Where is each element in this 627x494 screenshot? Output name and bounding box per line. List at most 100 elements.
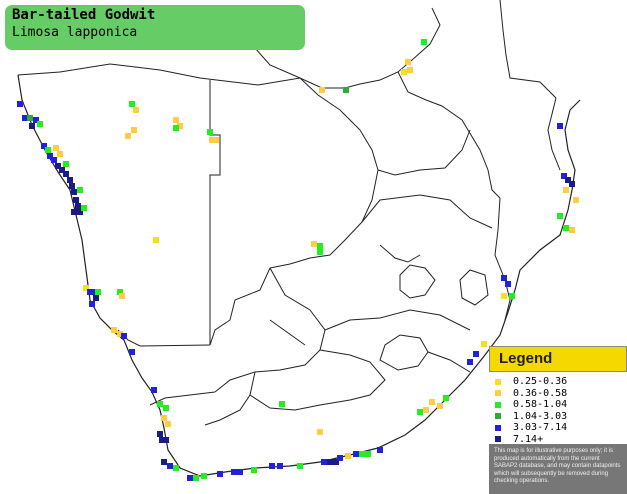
record-square bbox=[407, 67, 413, 73]
record-square bbox=[333, 459, 339, 465]
record-square bbox=[231, 469, 237, 475]
common-name: Bar-tailed Godwit bbox=[12, 7, 156, 23]
legend-swatch bbox=[495, 401, 501, 408]
legend-swatch bbox=[495, 390, 501, 397]
record-square bbox=[121, 333, 127, 339]
record-square bbox=[201, 473, 207, 479]
record-square bbox=[173, 125, 179, 131]
record-square bbox=[45, 147, 51, 153]
record-square bbox=[81, 205, 87, 211]
record-square bbox=[327, 459, 333, 465]
record-square bbox=[421, 39, 427, 45]
record-square bbox=[77, 187, 83, 193]
legend-item: 3.03-7.14 bbox=[495, 422, 627, 434]
record-square bbox=[317, 243, 323, 249]
legend-item: 0.25-0.36 bbox=[495, 376, 627, 388]
record-square bbox=[217, 471, 223, 477]
record-square bbox=[213, 137, 219, 143]
record-square bbox=[51, 157, 57, 163]
record-square bbox=[207, 129, 213, 135]
record-square bbox=[165, 421, 171, 427]
record-square bbox=[95, 289, 101, 295]
record-square bbox=[481, 341, 487, 347]
record-square bbox=[209, 137, 215, 143]
record-square bbox=[345, 453, 351, 459]
record-square bbox=[41, 143, 47, 149]
record-square bbox=[251, 467, 257, 473]
record-square bbox=[193, 475, 199, 481]
legend-swatch bbox=[495, 378, 501, 385]
record-square bbox=[67, 177, 73, 183]
record-square bbox=[557, 213, 563, 219]
record-square bbox=[89, 301, 95, 307]
record-square bbox=[317, 429, 323, 435]
legend-disclaimer: This map is for illustrative purposes on… bbox=[489, 444, 627, 494]
record-square bbox=[87, 289, 93, 295]
legend-swatch bbox=[495, 436, 501, 443]
record-square bbox=[423, 407, 429, 413]
record-square bbox=[509, 293, 515, 299]
record-square bbox=[37, 121, 43, 127]
record-square bbox=[129, 349, 135, 355]
record-square bbox=[401, 69, 407, 75]
record-square bbox=[133, 107, 139, 113]
record-square bbox=[563, 187, 569, 193]
record-square bbox=[73, 197, 79, 203]
record-square bbox=[505, 281, 511, 287]
record-square bbox=[111, 327, 117, 333]
record-square bbox=[117, 289, 123, 295]
record-square bbox=[29, 123, 35, 129]
record-square bbox=[359, 451, 365, 457]
record-square bbox=[117, 331, 123, 337]
legend-swatch bbox=[495, 424, 501, 431]
record-square bbox=[473, 351, 479, 357]
legend-item: 7.14+ bbox=[495, 434, 627, 446]
record-square bbox=[365, 451, 371, 457]
record-square bbox=[279, 401, 285, 407]
species-title-box: Bar-tailed Godwit Limosa lapponica bbox=[5, 5, 305, 50]
record-square bbox=[69, 183, 75, 189]
record-square bbox=[269, 463, 275, 469]
record-square bbox=[163, 437, 169, 443]
record-square bbox=[297, 463, 303, 469]
legend-list: 0.25-0.36 0.36-0.58 0.58-1.04 1.04-3.03 … bbox=[489, 372, 627, 445]
record-square bbox=[569, 227, 575, 233]
record-square bbox=[237, 469, 243, 475]
record-square bbox=[63, 161, 69, 167]
record-square bbox=[173, 117, 179, 123]
record-square bbox=[429, 399, 435, 405]
record-square bbox=[353, 451, 359, 457]
record-square bbox=[561, 173, 567, 179]
record-square bbox=[151, 387, 157, 393]
record-square bbox=[343, 87, 349, 93]
record-square bbox=[563, 225, 569, 231]
record-square bbox=[319, 87, 325, 93]
record-square bbox=[159, 437, 165, 443]
record-square bbox=[501, 275, 507, 281]
record-square bbox=[129, 101, 135, 107]
country-borders bbox=[17, 0, 561, 426]
legend-item: 0.58-1.04 bbox=[495, 399, 627, 411]
record-square bbox=[119, 293, 125, 299]
legend-heading: Legend bbox=[489, 346, 627, 372]
record-square bbox=[59, 167, 65, 173]
record-square bbox=[77, 209, 83, 215]
record-square bbox=[27, 115, 33, 121]
record-square bbox=[125, 133, 131, 139]
record-square bbox=[565, 177, 571, 183]
record-square bbox=[443, 395, 449, 401]
record-square bbox=[167, 463, 173, 469]
record-square bbox=[157, 431, 163, 437]
record-square bbox=[71, 189, 77, 195]
record-square bbox=[417, 409, 423, 415]
record-square bbox=[47, 153, 53, 159]
record-square bbox=[187, 475, 193, 481]
record-squares bbox=[17, 39, 579, 481]
record-square bbox=[55, 163, 61, 169]
record-square bbox=[161, 459, 167, 465]
legend-item: 1.04-3.03 bbox=[495, 411, 627, 423]
record-square bbox=[153, 237, 159, 243]
record-square bbox=[177, 123, 183, 129]
legend-panel: Legend 0.25-0.36 0.36-0.58 0.58-1.04 1.0… bbox=[489, 346, 627, 494]
